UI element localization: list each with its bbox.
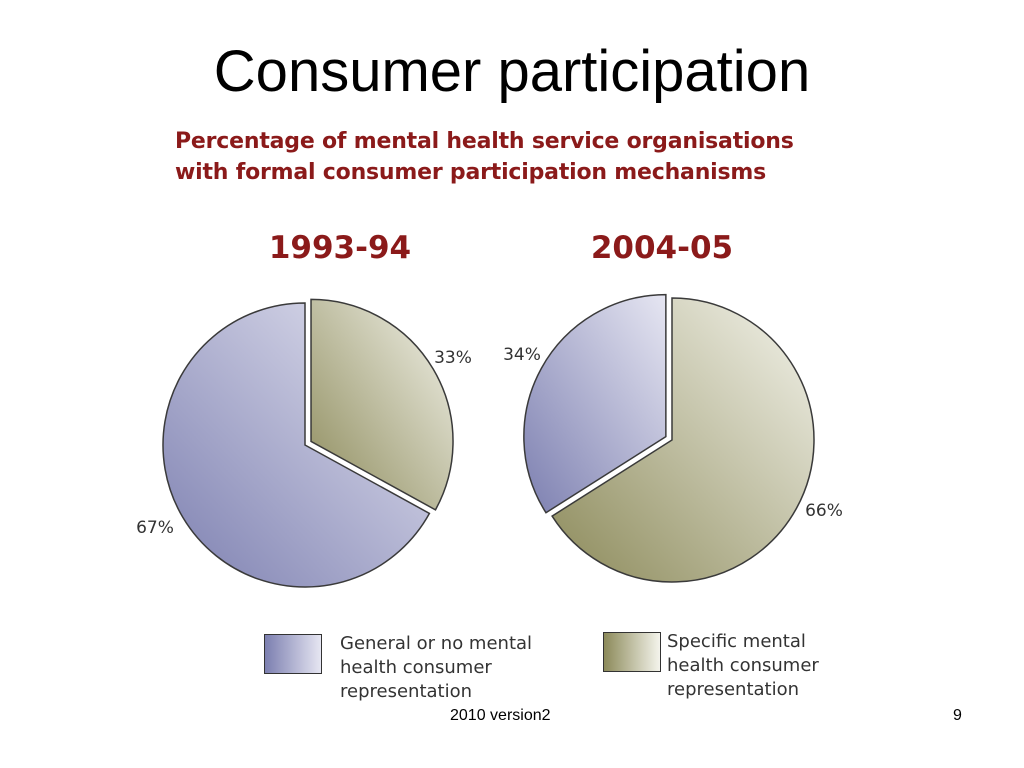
slice-label-2004-05-66%: 66%: [805, 501, 843, 521]
chart-title-line-2: with formal consumer participation mecha…: [175, 160, 767, 185]
legend-label-specific: Specific mental health consumer represen…: [667, 631, 819, 700]
chart-title: Percentage of mental health service orga…: [175, 126, 875, 188]
slice-label-1993-94-67%: 67%: [136, 518, 174, 538]
page-number: 9: [953, 707, 962, 724]
slice-label-2004-05-34%: 34%: [503, 345, 541, 365]
footer-text: 2010 version2: [450, 707, 551, 724]
chart-title-line-1: Percentage of mental health service orga…: [175, 129, 794, 154]
pie-slice-1993-94-33%: [310, 298, 454, 511]
legend-swatch-general: [264, 634, 322, 674]
legend-label-general: General or no mental health consumer rep…: [340, 633, 533, 702]
pie-heading-2004-05: 2004-05: [591, 230, 733, 266]
pie-slice-2004-05-34%: [523, 293, 667, 514]
pie-slice-2004-05-66%: [551, 297, 815, 583]
slide-title: Consumer participation: [213, 39, 811, 104]
slice-label-1993-94-33%: 33%: [434, 348, 472, 368]
pie-heading-1993-94: 1993-94: [269, 230, 411, 266]
legend-swatch-specific: [603, 632, 661, 672]
pie-slice-1993-94-67%: [162, 302, 431, 588]
pie-charts: 1993-94 33% 67% 2004-05 66% 34%: [136, 230, 843, 588]
